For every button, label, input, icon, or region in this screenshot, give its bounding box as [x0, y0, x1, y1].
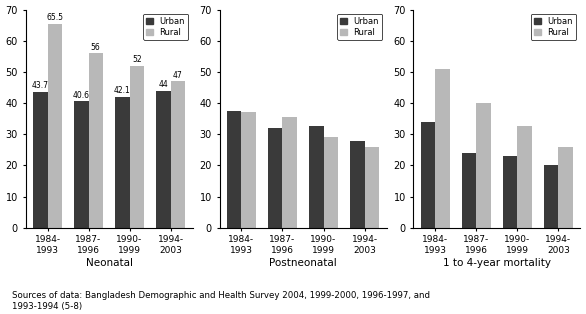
X-axis label: Postneonatal: Postneonatal: [269, 257, 337, 268]
Legend: Urban, Rural: Urban, Rural: [531, 14, 576, 40]
Text: Sources of data: Bangladesh Demographic and Health Survey 2004, 1999-2000, 1996-: Sources of data: Bangladesh Demographic …: [12, 291, 430, 311]
Bar: [88, 53, 103, 228]
Bar: [544, 165, 558, 228]
Text: 42.1: 42.1: [114, 86, 131, 95]
Bar: [156, 91, 171, 228]
Bar: [115, 96, 130, 228]
Bar: [171, 81, 185, 228]
Legend: Urban, Rural: Urban, Rural: [337, 14, 382, 40]
Bar: [435, 69, 450, 228]
Bar: [227, 111, 241, 228]
Bar: [350, 140, 364, 228]
Bar: [309, 127, 323, 228]
Text: 44: 44: [159, 80, 168, 89]
Text: 65.5: 65.5: [46, 13, 63, 22]
Bar: [476, 103, 491, 228]
Bar: [268, 128, 282, 228]
Legend: Urban, Rural: Urban, Rural: [143, 14, 188, 40]
Bar: [74, 101, 88, 228]
Bar: [130, 66, 144, 228]
Bar: [462, 153, 476, 228]
Bar: [364, 147, 379, 228]
Bar: [47, 24, 62, 228]
Bar: [323, 138, 338, 228]
Bar: [33, 92, 47, 228]
Bar: [503, 156, 517, 228]
Text: 40.6: 40.6: [73, 91, 90, 100]
Text: 52: 52: [132, 55, 142, 64]
Bar: [517, 127, 532, 228]
Text: 43.7: 43.7: [32, 81, 49, 90]
Bar: [558, 147, 573, 228]
X-axis label: 1 to 4-year mortality: 1 to 4-year mortality: [443, 257, 551, 268]
Text: 56: 56: [91, 43, 101, 51]
Bar: [241, 112, 256, 228]
Bar: [282, 117, 297, 228]
Text: 47: 47: [173, 71, 183, 80]
Bar: [421, 122, 435, 228]
X-axis label: Neonatal: Neonatal: [86, 257, 132, 268]
